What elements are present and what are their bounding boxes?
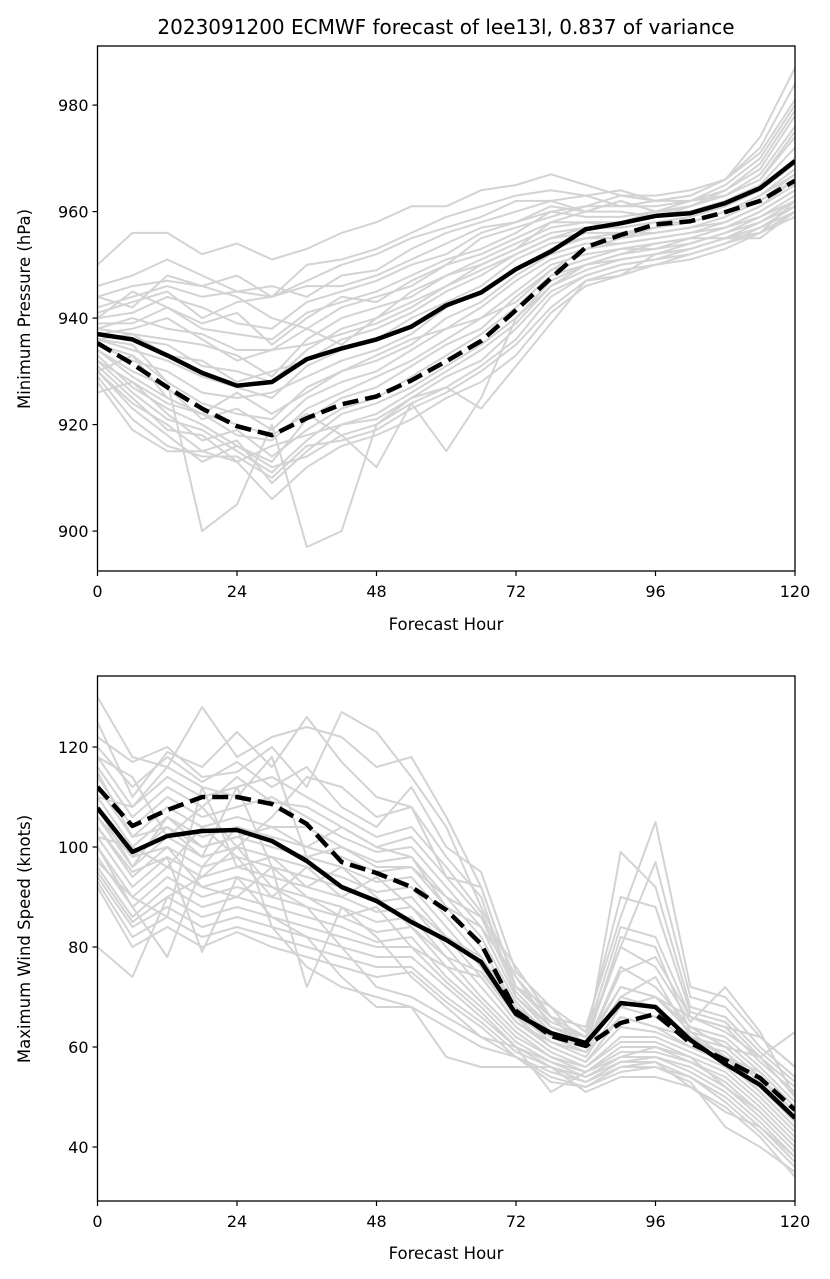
pressure-plot-area	[97, 67, 795, 548]
wind-ensemble-member-5	[97, 756, 795, 1093]
pressure-x-tick-label: 96	[645, 582, 665, 601]
pressure-y-tick-label: 940	[58, 309, 89, 328]
pressure-ensemble-member-19	[97, 200, 795, 474]
wind-ensemble-member-21	[97, 846, 795, 1173]
wind-x-tick-label: 96	[645, 1212, 665, 1231]
wind-plot-area	[97, 696, 795, 1178]
wind-ensemble-member-2	[97, 716, 795, 1078]
pressure-solid-mean-line	[97, 159, 795, 388]
wind-ensemble-member-16	[97, 866, 795, 1148]
x-axis-label-pressure: Forecast Hour	[389, 615, 504, 634]
wind-ensemble-member-25	[97, 756, 795, 1068]
pressure-ensemble-member-30	[97, 173, 795, 415]
y-axis-label-pressure: Minimum Pressure (hPa)	[15, 209, 34, 409]
wind-x-tick-label: 72	[506, 1212, 526, 1231]
wind-ensemble-member-4	[97, 746, 795, 1088]
wind-y-tick-label: 40	[68, 1138, 88, 1157]
wind-ensemble-member-24	[97, 771, 795, 1148]
wind-ensemble-member-18	[97, 876, 795, 1158]
wind-x-tick-label: 24	[227, 1212, 247, 1231]
pressure-axes-frame	[96, 45, 796, 572]
pressure-ensemble-member-25	[97, 200, 795, 548]
wind-axes-frame	[96, 675, 796, 1202]
wind-ensemble-member-28	[97, 786, 795, 1108]
pressure-x-tick-label: 0	[92, 582, 102, 601]
wind-ensemble-member-29	[97, 826, 795, 1118]
pressure-ensemble-member-23	[97, 210, 795, 479]
wind-y-tick-label: 80	[68, 938, 88, 957]
pressure-x-tick-label: 48	[366, 582, 386, 601]
wind-ensemble-member-27	[97, 756, 795, 1098]
pressure-ensemble-member-24	[97, 215, 795, 501]
pressure-ensemble-member-1	[97, 67, 795, 266]
pressure-ensemble-member-29	[97, 131, 795, 362]
wind-ensemble-member-1	[97, 696, 795, 1068]
pressure-ensemble-member-17	[97, 194, 795, 463]
wind-x-tick-label: 120	[780, 1212, 811, 1231]
pressure-ensemble-member-26	[97, 210, 795, 469]
pressure-x-tick-label: 120	[780, 582, 811, 601]
y-axis-label-wind: Maximum Wind Speed (knots)	[15, 815, 34, 1063]
wind-ensemble-member-23	[97, 826, 795, 1158]
wind-ensemble-member-13	[97, 836, 795, 1133]
wind-ensemble-member-17	[97, 871, 795, 1153]
pressure-y-tick-label: 980	[58, 96, 89, 115]
wind-ensemble-member-22	[97, 826, 795, 1178]
pressure-ensemble-member-7	[97, 147, 795, 341]
wind-x-tick-label: 0	[92, 1212, 102, 1231]
wind-panel: Forecast Hour Maximum Wind Speed (knots)…	[15, 675, 811, 1263]
x-axis-label-wind: Forecast Hour	[389, 1244, 504, 1263]
pressure-panel: Forecast Hour Minimum Pressure (hPa) 0 24…	[15, 45, 811, 634]
wind-y-tick-label: 60	[68, 1038, 88, 1057]
pressure-ensemble-member-21	[97, 205, 795, 485]
pressure-y-tick-label: 900	[58, 522, 89, 541]
wind-x-tick-label: 48	[366, 1212, 386, 1231]
pressure-ensemble-member-4	[97, 115, 795, 309]
pressure-y-tick-label: 960	[58, 203, 89, 222]
pressure-y-tick-label: 920	[58, 416, 89, 435]
wind-ensemble-member-19	[97, 881, 795, 1163]
wind-dashed-mean-line	[97, 785, 795, 1112]
pressure-x-tick-label: 72	[506, 582, 526, 601]
wind-y-tick-label: 120	[58, 738, 89, 757]
wind-y-tick-label: 100	[58, 838, 89, 857]
chart-title: 2023091200 ECMWF forecast of lee13l, 0.8…	[157, 15, 734, 39]
pressure-x-tick-label: 24	[227, 582, 247, 601]
wind-ensemble-member-20	[97, 886, 795, 1168]
wind-solid-mean-line	[97, 806, 795, 1120]
pressure-ensemble-member-3	[97, 104, 795, 298]
pressure-ensemble-member-6	[97, 136, 795, 330]
pressure-ensemble-member-28	[97, 99, 795, 346]
